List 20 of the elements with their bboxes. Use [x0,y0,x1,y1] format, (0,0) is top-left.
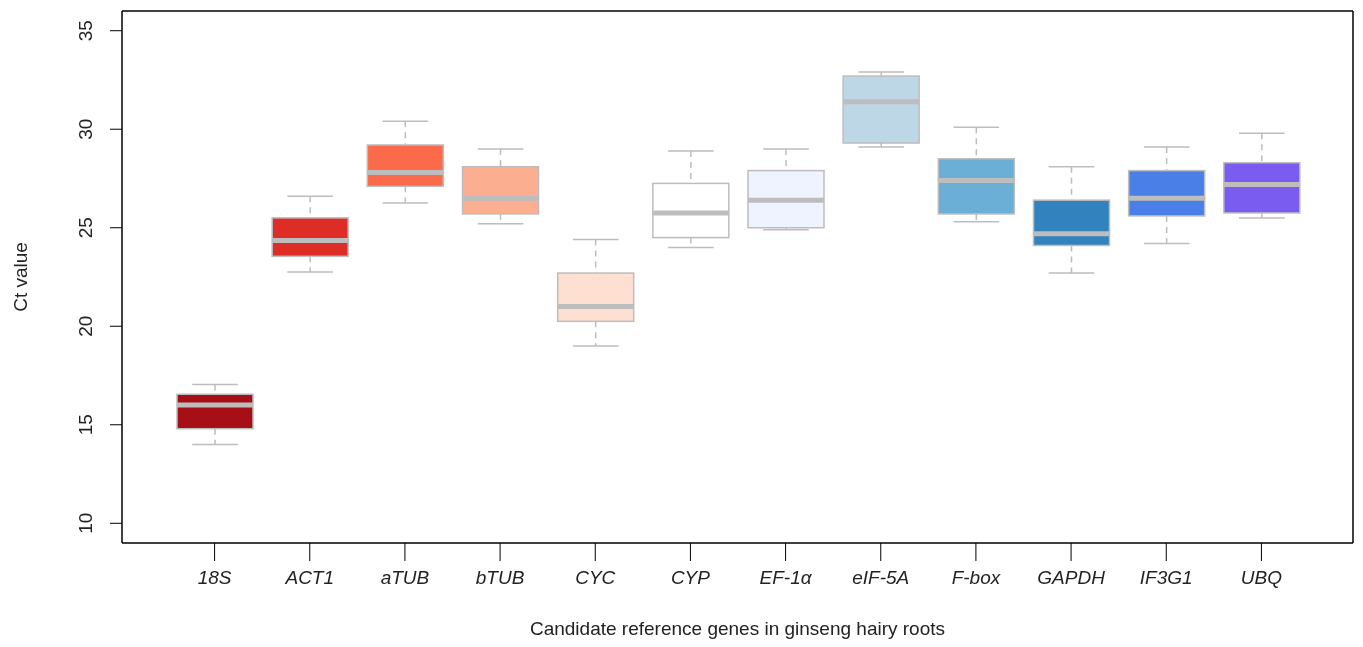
y-tick-label: 35 [75,20,96,42]
x-tick-label: EF-1α [759,567,813,589]
x-tick-label: eIF-5A [852,567,910,589]
y-tick-label: 15 [75,414,96,436]
x-tick-label: 18S [197,567,232,589]
y-tick-label: 30 [75,118,96,140]
y-tick-label: 25 [75,217,96,239]
y-tick-label: 20 [75,315,96,337]
x-tick-label: ACT1 [284,567,335,589]
y-tick-label: 10 [75,512,96,534]
x-tick-label: bTUB [475,567,525,589]
x-tick-label: CYC [575,567,616,589]
x-tick-label: F-box [951,567,1002,589]
x-tick-label: CYP [670,567,711,589]
x-tick-label: UBQ [1240,567,1283,589]
x-tick-label: IF3G1 [1139,567,1193,589]
x-tick-label: GAPDH [1037,567,1106,589]
x-axis-title: Candidate reference genes in ginseng hairy roots [529,618,946,639]
x-tick-label: aTUB [380,567,430,589]
y-axis-title: Ct value [9,242,31,312]
